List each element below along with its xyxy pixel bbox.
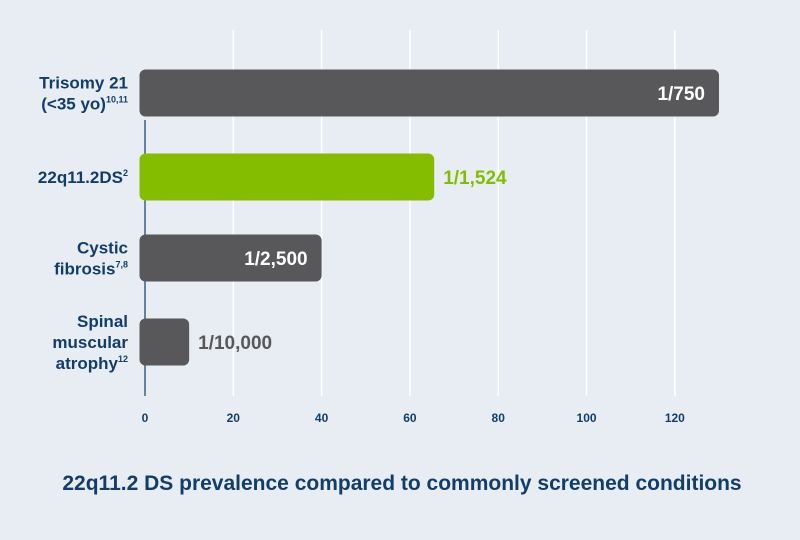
x-tick-label: 120: [665, 411, 685, 425]
x-tick-label: 100: [577, 411, 597, 425]
category-superscript: 2: [123, 168, 128, 178]
x-tick-label: 0: [142, 411, 149, 425]
category-superscript: 7,8: [115, 260, 128, 270]
category-text: Trisomy 21: [39, 74, 128, 93]
x-tick-labels: 0 20 40 60 80 100 120: [142, 411, 686, 425]
category-superscript: 10,11: [106, 95, 128, 105]
category-label: Cystic fibrosis7,8: [54, 239, 128, 279]
category-label-line: Trisomy 21: [39, 74, 128, 93]
category-label-line: (<35 yo)10,11: [41, 95, 128, 114]
category-text: 22q11.2DS: [38, 168, 123, 187]
category-label-line: fibrosis7,8: [54, 260, 128, 279]
bar: [139, 153, 435, 201]
category-label: Spinal muscular atrophy12: [52, 312, 128, 373]
chart-title: 22q11.2 DS prevalence compared to common…: [62, 472, 741, 495]
x-tick-label: 40: [315, 411, 329, 425]
category-labels: Trisomy 21 (<35 yo)10,11 22q11.2DS2 Cystic f…: [38, 74, 128, 374]
category-label-line: muscular: [52, 333, 128, 352]
bar-value-label: 1/750: [657, 84, 705, 105]
bars: 1/750 1/1,524 1/2,500 1/10,000: [139, 69, 719, 366]
category-label-line: 22q11.2DS2: [38, 168, 128, 187]
bar: [139, 234, 322, 282]
category-label-line: atrophy12: [56, 354, 128, 373]
bar: [139, 69, 719, 117]
bar-value-label: 1/10,000: [198, 333, 272, 354]
category-text: Cystic: [77, 239, 128, 258]
category-text: muscular: [52, 333, 128, 352]
x-tick-label: 60: [403, 411, 417, 425]
category-text: fibrosis: [54, 260, 115, 279]
category-superscript: 12: [118, 354, 128, 364]
x-tick-label: 80: [492, 411, 506, 425]
x-tick-label: 20: [227, 411, 241, 425]
category-text: Spinal: [77, 312, 128, 331]
bar-value-label: 1/1,524: [443, 168, 507, 189]
category-label-line: Cystic: [77, 239, 128, 258]
category-label: Trisomy 21 (<35 yo)10,11: [39, 74, 128, 114]
category-label-line: Spinal: [77, 312, 128, 331]
category-label: 22q11.2DS2: [38, 168, 128, 187]
category-text: atrophy: [56, 354, 119, 373]
category-text: (<35 yo): [41, 95, 106, 114]
bar-value-label: 1/2,500: [244, 249, 307, 270]
bar: [139, 318, 190, 366]
